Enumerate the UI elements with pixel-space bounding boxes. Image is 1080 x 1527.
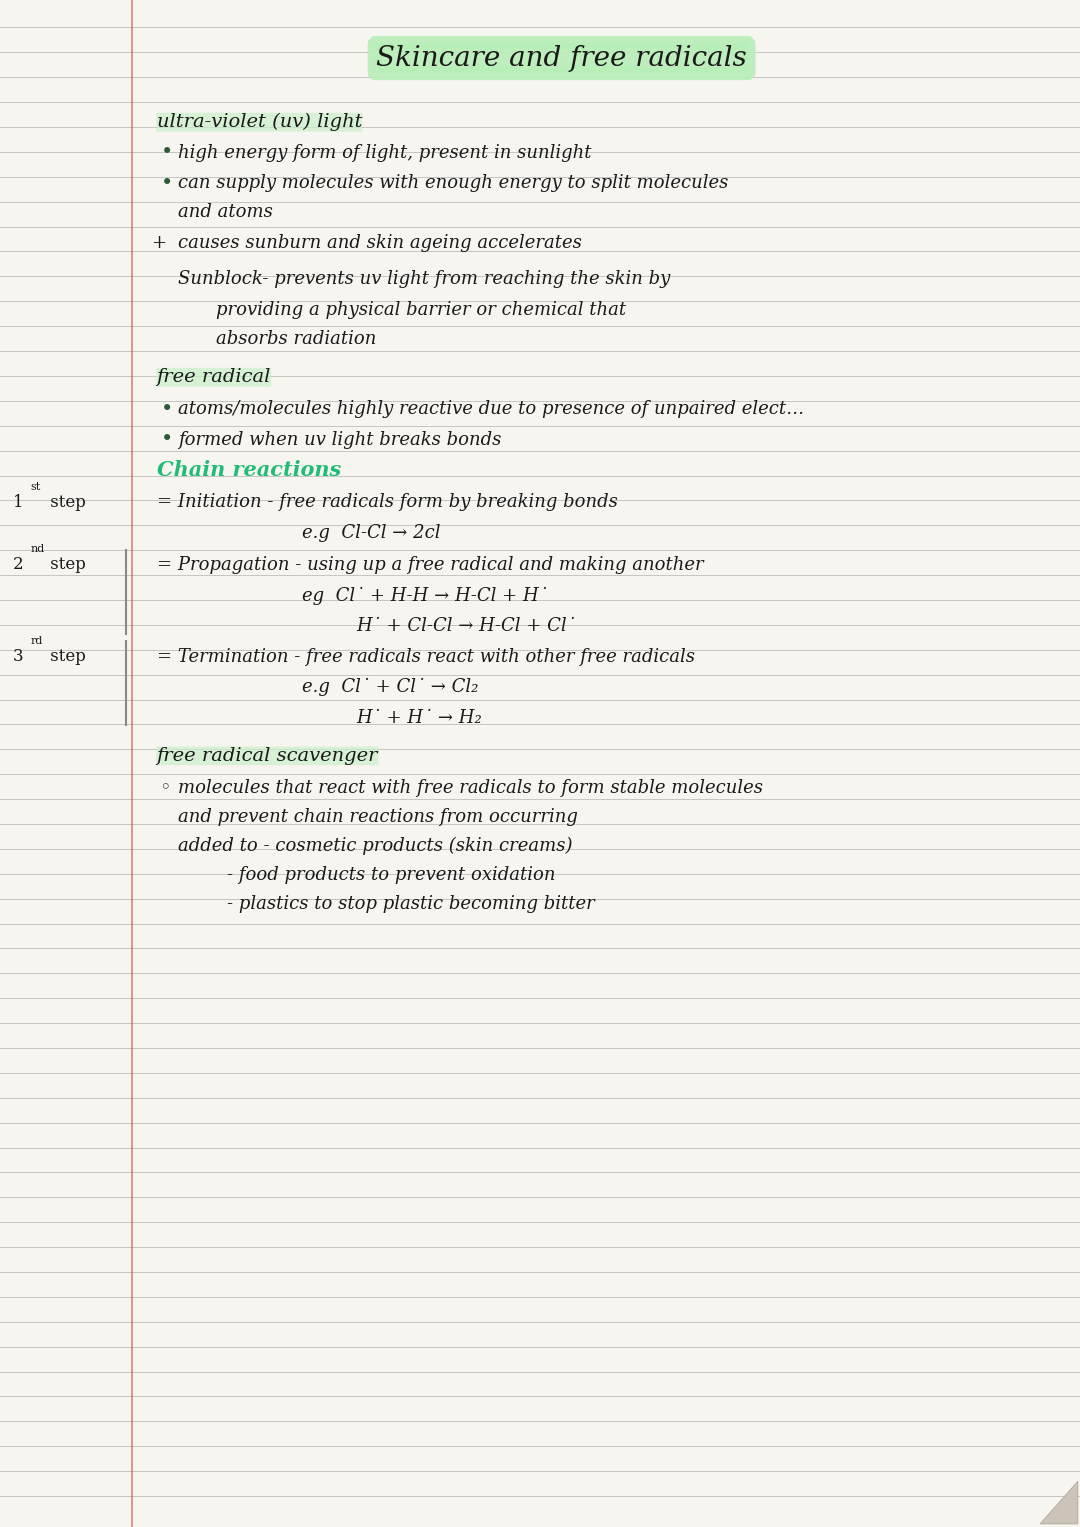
Text: eg  Cl˙ + H-H → H-Cl + H˙: eg Cl˙ + H-H → H-Cl + H˙ [302,586,549,605]
Text: 3: 3 [13,647,24,666]
Text: causes sunburn and skin ageing accelerates: causes sunburn and skin ageing accelerat… [178,234,582,252]
Text: Skincare and free radicals: Skincare and free radicals [376,44,747,72]
Text: ultra-violet (uv) light: ultra-violet (uv) light [157,113,362,131]
Text: H˙ + Cl-Cl → H-Cl + Cl˙: H˙ + Cl-Cl → H-Cl + Cl˙ [356,617,576,635]
Text: = Propagation - using up a free radical and making another: = Propagation - using up a free radical … [157,556,703,574]
Text: e.g  Cl˙ + Cl˙ → Cl₂: e.g Cl˙ + Cl˙ → Cl₂ [302,678,478,696]
Text: and atoms: and atoms [178,203,273,221]
Text: ◦: ◦ [159,779,171,797]
Text: nd: nd [30,544,44,554]
Text: e.g  Cl-Cl → 2cl: e.g Cl-Cl → 2cl [302,524,441,542]
Text: step: step [45,493,86,512]
Text: and prevent chain reactions from occurring: and prevent chain reactions from occurri… [178,808,578,826]
Text: rd: rd [30,635,42,646]
Text: can supply molecules with enough energy to split molecules: can supply molecules with enough energy … [178,174,729,192]
Text: st: st [30,481,40,492]
Text: step: step [45,556,86,574]
Text: added to - cosmetic products (skin creams): added to - cosmetic products (skin cream… [178,837,572,855]
Text: 2: 2 [13,556,24,574]
Text: = Initiation - free radicals form by breaking bonds: = Initiation - free radicals form by bre… [157,493,618,512]
Text: high energy form of light, present in sunlight: high energy form of light, present in su… [178,144,592,162]
Text: •: • [161,144,173,162]
Text: molecules that react with free radicals to form stable molecules: molecules that react with free radicals … [178,779,764,797]
Text: H˙ + H˙ → H₂: H˙ + H˙ → H₂ [356,709,482,727]
Text: •: • [161,400,173,418]
Text: atoms/molecules highly reactive due to presence of unpaired elect…: atoms/molecules highly reactive due to p… [178,400,805,418]
Text: - food products to prevent oxidation: - food products to prevent oxidation [227,866,555,884]
Text: absorbs radiation: absorbs radiation [216,330,376,348]
Text: step: step [45,647,86,666]
Text: •: • [161,174,173,192]
Text: providing a physical barrier or chemical that: providing a physical barrier or chemical… [216,301,626,319]
Polygon shape [1040,1481,1078,1524]
Text: 1: 1 [13,493,24,512]
Text: •: • [161,431,173,449]
Text: free radical: free radical [157,368,271,386]
Text: formed when uv light breaks bonds: formed when uv light breaks bonds [178,431,501,449]
Text: = Termination - free radicals react with other free radicals: = Termination - free radicals react with… [157,647,694,666]
Text: Chain reactions: Chain reactions [157,460,341,481]
Text: - plastics to stop plastic becoming bitter: - plastics to stop plastic becoming bitt… [227,895,595,913]
Text: +: + [151,234,166,252]
Text: Sunblock- prevents uv light from reaching the skin by: Sunblock- prevents uv light from reachin… [178,270,671,289]
Text: free radical scavenger: free radical scavenger [157,747,378,765]
